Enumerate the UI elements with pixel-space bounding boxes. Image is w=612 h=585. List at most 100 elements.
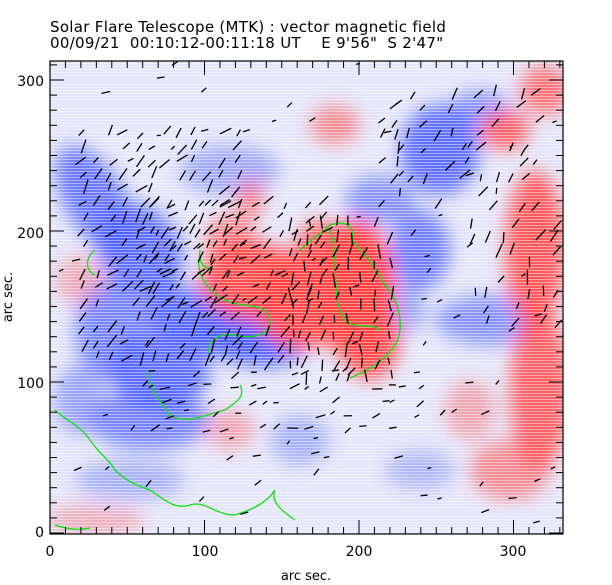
field-vector <box>319 276 323 284</box>
field-vector <box>218 157 226 169</box>
field-vector <box>535 228 547 241</box>
field-vector <box>488 200 498 211</box>
field-vector <box>307 249 313 258</box>
field-vector <box>176 400 186 405</box>
field-vector <box>109 158 118 166</box>
field-vector <box>552 120 557 124</box>
field-vector <box>332 273 337 288</box>
field-vector <box>296 357 299 366</box>
field-vector <box>273 423 281 430</box>
field-vector <box>78 326 85 335</box>
field-vector <box>377 117 386 124</box>
field-vector <box>197 268 206 274</box>
field-vector <box>148 145 156 151</box>
field-vector <box>92 195 101 206</box>
field-vector <box>516 100 527 108</box>
field-vector <box>218 169 224 178</box>
field-vector <box>389 257 394 269</box>
neutral-line-contour <box>54 524 91 530</box>
field-vector <box>231 293 240 304</box>
field-vector <box>422 340 427 346</box>
field-vector <box>481 508 490 514</box>
field-vector <box>375 341 380 353</box>
neutral-line-contour <box>273 489 296 521</box>
field-vector <box>197 251 204 263</box>
field-vector <box>148 384 154 389</box>
field-vector <box>291 372 299 376</box>
field-vector <box>123 268 130 278</box>
field-vector <box>473 89 484 99</box>
field-vector <box>171 268 179 273</box>
field-vector <box>179 342 186 350</box>
field-vector <box>398 144 405 151</box>
field-vector <box>508 326 515 332</box>
neutral-line-contour <box>148 369 243 420</box>
field-vector <box>176 350 185 360</box>
field-vector <box>372 316 379 324</box>
field-vector <box>552 246 561 256</box>
field-vector <box>222 285 229 292</box>
field-vector <box>394 455 404 459</box>
field-vector <box>106 334 118 348</box>
field-vector <box>262 296 272 305</box>
field-vector <box>148 252 160 265</box>
field-vector <box>313 468 320 476</box>
field-vector <box>359 425 367 427</box>
field-vector <box>181 301 189 306</box>
field-vector <box>92 340 99 349</box>
field-vector <box>327 226 334 231</box>
field-vector <box>201 171 212 182</box>
field-vector <box>436 298 443 303</box>
field-vector <box>451 408 458 413</box>
field-vector <box>213 283 218 291</box>
field-vector <box>507 173 514 183</box>
field-vector <box>107 269 119 276</box>
field-vector <box>476 105 485 114</box>
field-vector <box>148 197 160 208</box>
field-vector <box>122 142 131 150</box>
field-vector <box>148 211 153 221</box>
field-vector <box>249 341 259 354</box>
field-vector <box>304 331 311 342</box>
field-vector <box>374 289 377 297</box>
field-vector <box>171 61 179 66</box>
field-vector <box>229 436 234 440</box>
field-vector <box>288 217 293 232</box>
field-vector <box>414 414 420 418</box>
field-vector <box>183 254 189 261</box>
field-vector <box>165 415 175 420</box>
field-vector <box>315 414 326 419</box>
field-vector <box>321 268 328 277</box>
field-vector <box>108 256 118 267</box>
field-vector <box>103 505 111 511</box>
field-vector <box>469 233 476 246</box>
field-vector <box>175 127 182 139</box>
field-vector <box>236 326 242 337</box>
field-vector <box>143 254 148 263</box>
field-vector <box>110 214 117 222</box>
field-vector <box>252 283 260 288</box>
noise-texture <box>50 61 563 534</box>
field-vector <box>190 126 196 136</box>
field-vector <box>205 296 213 302</box>
field-vector <box>135 155 145 168</box>
field-vector <box>118 167 128 181</box>
field-vector <box>550 466 556 470</box>
field-vector <box>319 195 329 206</box>
field-vector <box>307 341 310 351</box>
field-vector <box>319 258 324 267</box>
field-vector <box>413 371 420 374</box>
field-vector <box>161 298 172 308</box>
field-vector <box>226 270 231 278</box>
field-vector <box>218 211 226 225</box>
field-vector <box>398 170 404 177</box>
field-vector <box>195 311 201 324</box>
field-vector <box>212 240 218 248</box>
field-vector <box>303 260 306 272</box>
field-vector <box>387 357 391 365</box>
field-vector <box>371 270 379 283</box>
field-vector <box>152 350 157 362</box>
field-vector <box>166 199 173 209</box>
field-vector <box>94 167 103 180</box>
field-vector <box>433 129 442 142</box>
